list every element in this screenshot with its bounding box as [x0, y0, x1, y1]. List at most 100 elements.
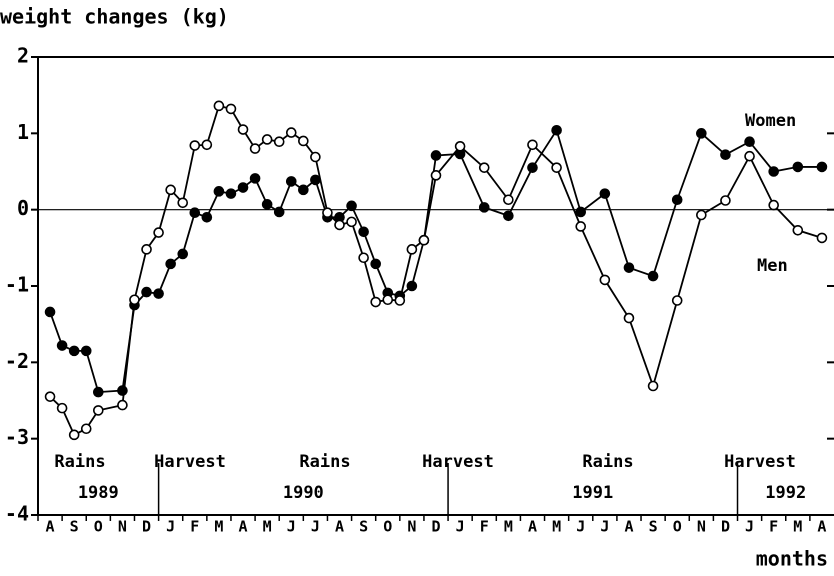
point [129, 294, 140, 306]
x-tick-label: A [528, 518, 537, 536]
point [768, 199, 779, 211]
x-tick-label: J [600, 518, 609, 536]
year-label: 1990 [283, 483, 324, 503]
x-tick-label: S [649, 518, 658, 536]
y-tick-label: 2 [17, 44, 29, 68]
x-axis-label: months [756, 547, 828, 571]
point [358, 226, 369, 238]
point [478, 162, 490, 173]
point [551, 162, 562, 173]
point [201, 139, 213, 151]
point [575, 221, 587, 232]
point [551, 124, 562, 136]
y-tick-label: 1 [17, 120, 29, 144]
point [418, 234, 430, 246]
x-tick-label: M [793, 518, 802, 536]
point [370, 258, 381, 270]
point [80, 345, 92, 357]
x-tick-label: F [769, 518, 778, 536]
point [406, 280, 418, 292]
point [720, 195, 731, 206]
point [44, 391, 56, 402]
point [56, 340, 68, 351]
point [68, 429, 80, 441]
series-line [49, 128, 822, 394]
point [117, 385, 128, 396]
point [720, 149, 731, 161]
point [623, 262, 635, 273]
point [165, 184, 176, 196]
point [237, 182, 249, 193]
y-tick-label: -4 [5, 502, 29, 526]
x-tick-label: N [407, 518, 416, 536]
x-tick-label: M [214, 518, 223, 536]
point [816, 161, 828, 173]
point [273, 206, 285, 218]
x-tick-label: D [721, 518, 730, 536]
season-label: Rains [299, 452, 350, 472]
point [406, 244, 418, 255]
point [225, 103, 237, 115]
point [527, 139, 538, 151]
point [310, 174, 321, 186]
point [213, 186, 225, 197]
series-label: Women [745, 111, 796, 131]
point [261, 199, 273, 210]
frame [37, 56, 834, 516]
point [261, 134, 273, 145]
season-label: Rains [582, 452, 633, 472]
point [394, 295, 406, 306]
x-tick-label: D [431, 518, 440, 536]
x-tick-label: D [142, 518, 151, 536]
y-tick-label: 0 [17, 196, 29, 220]
x-tick-label: O [673, 518, 682, 536]
point [696, 128, 707, 139]
point [647, 380, 659, 392]
x-tick-label: A [239, 518, 248, 536]
point [503, 210, 514, 222]
point [177, 197, 189, 209]
point [141, 286, 152, 298]
point [647, 270, 659, 282]
point [298, 135, 309, 147]
x-tick-label: N [118, 518, 127, 536]
x-tick-label: J [576, 518, 585, 536]
point [744, 136, 755, 148]
point [599, 274, 611, 286]
point [141, 244, 152, 255]
x-tick-label: J [745, 518, 754, 536]
x-tick-label: S [70, 518, 79, 536]
point [671, 194, 683, 206]
x-tick-label: N [697, 518, 706, 536]
point [189, 207, 201, 219]
point [334, 219, 345, 231]
point [201, 212, 213, 223]
point [56, 402, 68, 414]
point [430, 170, 442, 181]
x-tick-label: A [46, 518, 55, 536]
point [696, 209, 707, 221]
chart-title: weight changes (kg) [0, 5, 229, 29]
x-tick-label: M [504, 518, 513, 536]
point [623, 312, 635, 324]
year-label: 1992 [765, 483, 806, 503]
x-tick-label: J [456, 518, 465, 536]
point [93, 386, 104, 398]
point [792, 161, 804, 173]
point [273, 136, 285, 148]
x-tick-label: A [335, 518, 344, 536]
point [298, 184, 309, 196]
point [165, 258, 176, 270]
x-tick-label: J [166, 518, 175, 536]
season-label: Harvest [724, 452, 796, 472]
x-tick-label: M [263, 518, 272, 536]
season-label: Harvest [154, 452, 226, 472]
x-tick-label: F [480, 518, 489, 536]
point [93, 405, 104, 416]
point [80, 423, 92, 435]
point [599, 188, 611, 199]
point [249, 143, 261, 154]
x-tick-label: O [383, 518, 392, 536]
x-tick-label: J [287, 518, 296, 536]
point [237, 124, 249, 135]
